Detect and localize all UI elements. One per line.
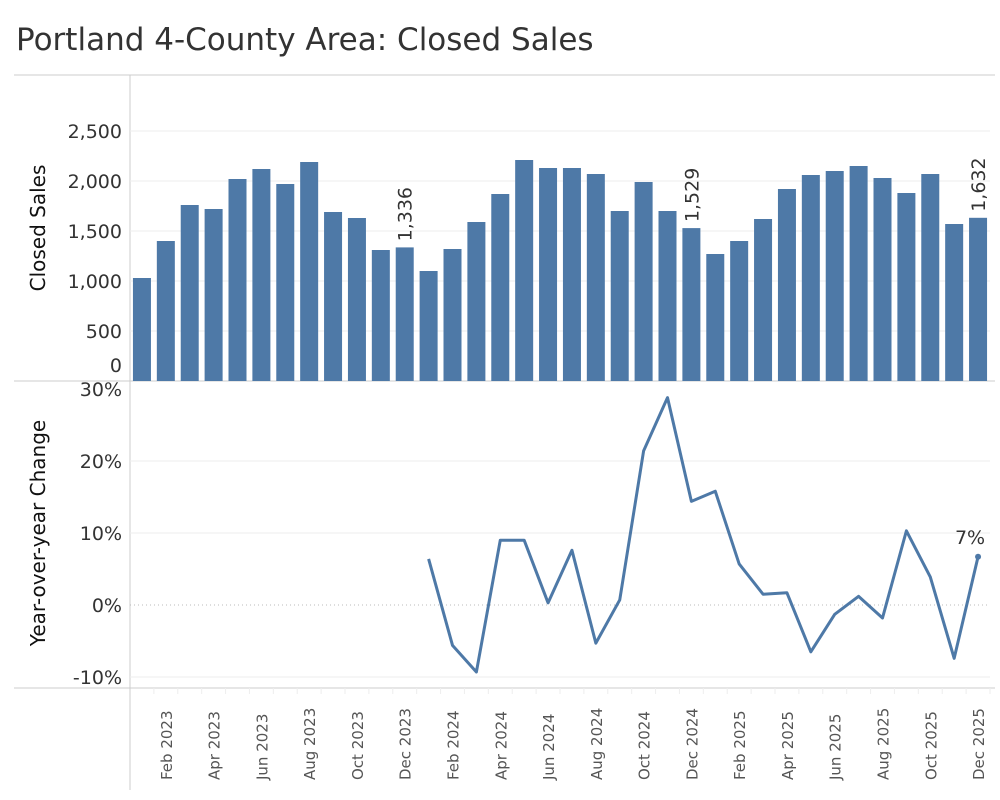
data-label: 1,336 (395, 187, 417, 241)
bar (682, 228, 701, 381)
y-tick-label: -10% (73, 667, 122, 689)
bar (562, 168, 581, 381)
yoy-line (427, 396, 980, 674)
x-tick-label: Oct 2024 (636, 711, 654, 780)
chart-title: Portland 4-County Area: Closed Sales (16, 22, 594, 58)
y-axis-label: Year-over-year Change (26, 420, 50, 647)
bar (586, 174, 605, 381)
y-tick-label: 2,500 (68, 121, 122, 143)
x-tick-label: Apr 2024 (492, 711, 510, 780)
bar (276, 184, 295, 381)
bar (873, 178, 892, 381)
y-tick-label: 0 (110, 355, 122, 377)
bar (228, 179, 247, 381)
y-tick-label: 30% (80, 379, 122, 401)
x-tick-label: Dec 2024 (683, 708, 701, 780)
bar (897, 193, 916, 381)
x-tick-label: Feb 2025 (731, 711, 749, 781)
data-label: 1,632 (968, 157, 990, 211)
bar (825, 171, 844, 381)
bar (300, 162, 319, 381)
end-point-marker (975, 553, 982, 560)
y-tick-label: 10% (80, 523, 122, 545)
x-tick-label: Aug 2023 (301, 708, 319, 780)
x-tick-label: Jun 2025 (827, 714, 845, 781)
x-tick-label: Apr 2023 (206, 711, 224, 780)
bar (539, 168, 558, 381)
bar (371, 250, 390, 381)
x-tick-label: Dec 2023 (397, 708, 415, 780)
bar (849, 166, 868, 381)
y-tick-label: 1,000 (68, 271, 122, 293)
bar (777, 189, 796, 381)
bar (204, 209, 223, 381)
x-tick-label: Jun 2023 (253, 714, 271, 781)
bar (515, 160, 534, 381)
bar (419, 271, 438, 381)
bar (634, 182, 653, 381)
data-label: 7% (955, 527, 985, 549)
bar (467, 222, 486, 381)
x-tick-label: Apr 2025 (779, 711, 797, 780)
bar (252, 169, 271, 381)
bar (801, 175, 820, 381)
x-tick-label: Feb 2024 (445, 711, 463, 781)
bar (443, 249, 462, 381)
bar (706, 254, 725, 381)
y-tick-label: 500 (86, 321, 122, 343)
bar (730, 241, 749, 381)
x-tick-label: Oct 2023 (349, 711, 367, 780)
y-tick-label: 1,500 (68, 221, 122, 243)
bar (156, 241, 175, 381)
bar (945, 224, 964, 381)
bar (491, 194, 510, 381)
bar (921, 174, 940, 381)
bar (180, 205, 199, 381)
bar (754, 219, 773, 381)
data-label: 1,529 (681, 168, 703, 222)
bar (969, 217, 988, 381)
x-tick-label: Aug 2024 (588, 708, 606, 780)
bar (347, 218, 366, 381)
x-tick-label: Aug 2025 (875, 708, 893, 780)
y-tick-label: 2,000 (68, 171, 122, 193)
y-tick-label: 20% (80, 451, 122, 473)
bar (610, 211, 629, 381)
x-tick-label: Oct 2025 (922, 711, 940, 780)
bar (658, 211, 677, 381)
y-tick-label: 0% (92, 595, 122, 617)
x-tick-label: Dec 2025 (970, 708, 988, 780)
y-axis-label: Closed Sales (26, 165, 50, 292)
bar (395, 247, 414, 381)
x-tick-label: Jun 2024 (540, 714, 558, 781)
x-tick-label: Feb 2023 (158, 711, 176, 781)
bar (324, 212, 343, 381)
bar (132, 278, 151, 381)
